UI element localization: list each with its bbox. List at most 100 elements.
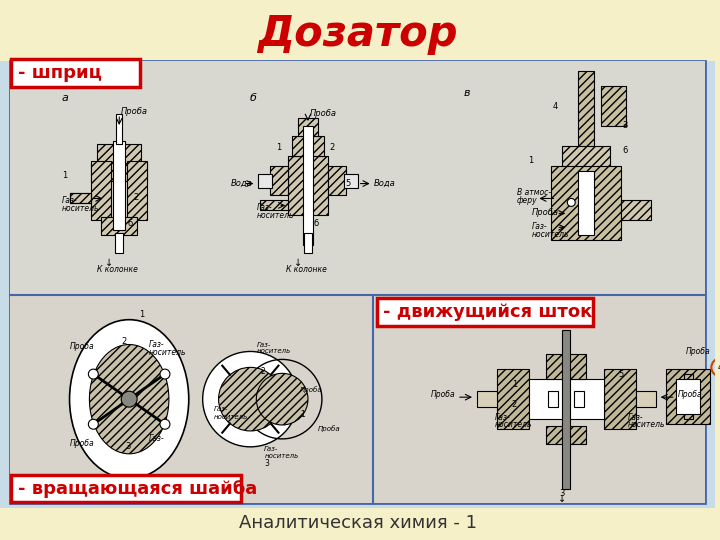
Text: Проба: Проба [678, 390, 702, 399]
Text: Проба: Проба [531, 208, 559, 217]
Text: Вода: Вода [230, 179, 252, 188]
Bar [288, 156, 328, 215]
Text: носитель: носитель [628, 421, 665, 429]
Ellipse shape [70, 320, 189, 478]
Bar [675, 379, 701, 414]
Bar [91, 161, 112, 220]
Text: - вращающаяся шайба: - вращающаяся шайба [18, 480, 257, 498]
FancyBboxPatch shape [377, 298, 593, 326]
Text: 2: 2 [261, 367, 265, 376]
Bar [549, 391, 558, 407]
Text: Газ-: Газ- [628, 413, 644, 422]
Bar [70, 193, 91, 204]
Bar [575, 391, 584, 407]
Text: 1: 1 [512, 380, 517, 389]
Bar [528, 379, 604, 419]
Bar [303, 126, 313, 245]
Bar [343, 174, 358, 187]
Bar [113, 141, 125, 230]
Text: а: а [61, 93, 68, 103]
Text: носитель: носитель [495, 421, 532, 429]
Text: 1: 1 [139, 310, 144, 319]
Circle shape [567, 199, 575, 206]
Text: 5: 5 [346, 179, 351, 188]
Text: б: б [250, 93, 257, 103]
FancyBboxPatch shape [11, 475, 241, 503]
Text: Газ-: Газ- [531, 222, 547, 231]
Text: 1: 1 [528, 156, 534, 165]
Bar [304, 233, 312, 253]
Text: Вода: Вода [374, 179, 395, 188]
Text: Проба: Проба [310, 109, 337, 118]
Text: б: б [127, 219, 132, 228]
Text: 2: 2 [121, 337, 127, 346]
Bar [0, 509, 716, 538]
Text: б: б [314, 219, 319, 228]
Circle shape [121, 391, 137, 407]
Bar [97, 144, 141, 166]
Bar [546, 426, 586, 444]
Text: Аналитическая химия - 1: Аналитическая химия - 1 [238, 514, 477, 532]
Text: 2: 2 [330, 143, 335, 152]
Text: - движущийся шток: - движущийся шток [384, 303, 593, 321]
Ellipse shape [89, 345, 169, 454]
Text: 3: 3 [125, 442, 130, 451]
Bar [70, 193, 91, 204]
Bar [578, 71, 594, 151]
Text: 3: 3 [559, 489, 565, 498]
Text: носитель: носитель [256, 211, 294, 220]
Bar [270, 166, 288, 195]
FancyBboxPatch shape [11, 59, 140, 87]
Text: 2: 2 [133, 193, 138, 202]
Bar [552, 166, 621, 240]
Text: носитель: носитель [264, 453, 299, 459]
Text: Проба: Проба [70, 440, 94, 448]
Bar [10, 62, 706, 295]
Text: 2: 2 [512, 400, 517, 409]
Circle shape [160, 419, 170, 429]
Bar [91, 163, 147, 180]
Text: Дозатор: Дозатор [258, 12, 458, 55]
Text: носитель: носитель [62, 204, 99, 213]
Text: 1: 1 [62, 171, 67, 180]
Bar [0, 62, 716, 509]
Bar [115, 233, 123, 253]
Text: носитель: носитель [256, 348, 291, 354]
Text: Газ-: Газ- [495, 413, 510, 422]
Text: Проба: Проба [121, 106, 148, 116]
Bar [477, 391, 497, 407]
Bar [562, 329, 570, 489]
Text: Газ-: Газ- [214, 406, 228, 412]
Circle shape [202, 352, 298, 447]
Text: К колонке: К колонке [286, 265, 327, 273]
Text: носитель: носитель [214, 414, 248, 420]
Text: Проба: Проба [318, 426, 341, 433]
Text: Газ-: Газ- [62, 196, 77, 205]
Bar [0, 2, 716, 62]
Text: в: в [464, 88, 470, 98]
Bar [601, 86, 626, 126]
Text: носитель: носитель [149, 348, 186, 357]
Text: 1: 1 [300, 409, 305, 418]
Text: 3: 3 [622, 122, 627, 131]
Text: 4: 4 [552, 102, 557, 111]
Text: ↓: ↓ [558, 494, 567, 503]
Bar [127, 161, 147, 220]
Bar [497, 369, 528, 429]
Text: Газ-: Газ- [149, 340, 165, 349]
Text: 4: 4 [718, 363, 720, 372]
Bar [10, 295, 706, 503]
Bar [578, 171, 594, 235]
Text: Газ-: Газ- [256, 341, 271, 348]
Text: ↓: ↓ [105, 258, 113, 268]
Bar [298, 118, 318, 136]
Text: 3: 3 [264, 459, 269, 468]
Bar [258, 174, 272, 187]
Text: 5: 5 [618, 370, 624, 379]
Bar [10, 62, 706, 503]
Bar [292, 136, 324, 156]
Bar [328, 166, 346, 195]
Bar [683, 374, 693, 419]
Text: - шприц: - шприц [18, 64, 102, 82]
Text: К колонке: К колонке [97, 265, 138, 273]
